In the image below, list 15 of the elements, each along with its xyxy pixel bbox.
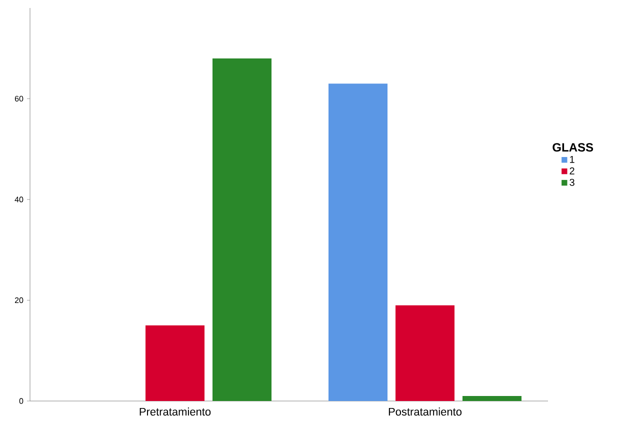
legend-label: 2 (570, 167, 574, 174)
y-tick-label: 40 (14, 196, 24, 202)
y-tick-label: 20 (14, 297, 24, 304)
legend-label: 3 (570, 178, 574, 186)
bar (212, 58, 272, 401)
bar (146, 325, 205, 401)
y-tick-label: 60 (14, 96, 24, 102)
y-tick-label: 0 (19, 398, 24, 404)
bar (396, 305, 455, 401)
x-tick-label: Pretratamiento (140, 408, 211, 416)
legend-title: GLASS (552, 143, 594, 152)
x-tick-label: Postratamiento (388, 408, 462, 416)
bar (462, 396, 522, 401)
bar (328, 84, 388, 401)
legend-label: 1 (570, 156, 574, 163)
